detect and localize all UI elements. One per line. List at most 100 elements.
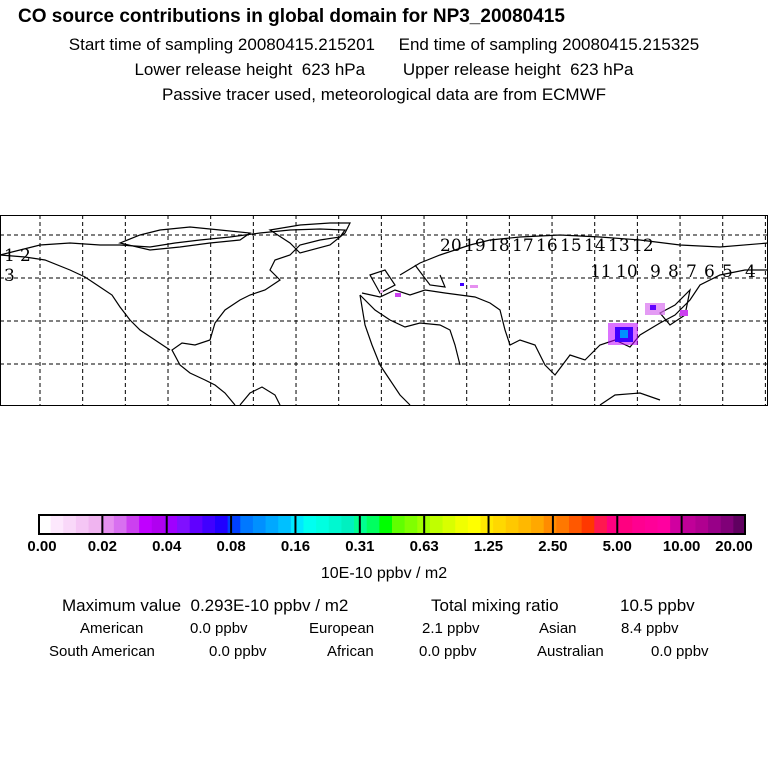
colorbar-swatch <box>619 514 633 535</box>
colorbar-swatch <box>63 514 77 535</box>
colorbar-tick-label: 0.02 <box>87 538 117 555</box>
sampling-times: Start time of sampling 20080415.215201 E… <box>0 35 768 55</box>
region-value: 2.1 ppbv <box>422 620 480 637</box>
colorbar-swatch <box>328 514 343 535</box>
trajectory-label: 14 <box>584 236 606 256</box>
colorbar-tick-label: 5.00 <box>602 538 632 555</box>
colorbar-swatch <box>480 514 494 535</box>
colorbar-swatch <box>581 514 595 535</box>
start-label: Start time of sampling <box>68 35 234 54</box>
colorbar-swatch <box>215 514 229 535</box>
max-label: Maximum value <box>62 596 182 615</box>
max-value: 0.293E-10 ppbv / m2 <box>190 596 349 615</box>
colorbar-swatch <box>316 514 330 535</box>
trajectory-label: 2 <box>20 246 31 266</box>
lower-label: Lower release height <box>134 60 293 79</box>
region-value: 0.0 ppbv <box>190 620 248 637</box>
colorbar-swatch <box>594 514 608 535</box>
trajectory-label: 16 <box>536 236 558 256</box>
colorbar-swatch <box>505 514 520 535</box>
colorbar-swatch <box>531 514 545 535</box>
colorbar-swatch <box>164 514 178 535</box>
colorbar-tick-label: 10.00 <box>662 538 701 555</box>
colorbar-swatch <box>177 514 191 535</box>
colorbar-swatch <box>632 514 646 535</box>
colorbar-swatch <box>265 514 279 535</box>
colorbar-swatch <box>126 514 140 535</box>
colorbar-swatch <box>189 514 203 535</box>
colorbar-frame <box>38 514 746 535</box>
trajectory-label: 10 <box>616 262 638 282</box>
colorbar-swatch <box>139 514 153 535</box>
colorbar-swatch <box>455 514 469 535</box>
total-label: Total mixing ratio <box>431 596 559 615</box>
colorbar-tick-label: 1.25 <box>473 538 504 555</box>
trajectory-label: 5 <box>722 262 733 282</box>
plot-title: CO source contributions in global domain… <box>18 6 565 27</box>
colorbar-tick-label: 0.00 <box>27 538 57 555</box>
colorbar-tick-label: 20.00 <box>715 538 753 555</box>
upper-value: 623 hPa <box>570 60 634 79</box>
colorbar-swatch <box>341 514 355 535</box>
colorbar-swatch <box>670 514 684 535</box>
colorbar-tick-label: 2.50 <box>538 538 568 555</box>
colorbar-unit: 10E-10 ppbv / m2 <box>320 565 448 582</box>
coastlines <box>0 222 768 406</box>
trajectory-label: 7 <box>686 262 697 282</box>
map-frame <box>0 215 768 406</box>
trajectory-label: 1 <box>4 246 15 266</box>
total-value: 10.5 ppbv <box>620 596 695 615</box>
start-value: 20080415.215201 <box>237 35 376 54</box>
colorbar-swatch <box>252 514 267 535</box>
colorbar-swatch <box>202 514 216 535</box>
region-name: Australian <box>537 643 604 660</box>
region-value: 0.0 ppbv <box>419 643 477 660</box>
colorbar-swatch <box>429 514 444 535</box>
region-value: 8.4 ppbv <box>621 620 679 637</box>
colorbar-swatch <box>278 514 292 535</box>
region-value: 0.0 ppbv <box>651 643 709 660</box>
region-name: Asian <box>539 620 577 637</box>
colorbar-swatch <box>518 514 532 535</box>
co-contribution-field <box>380 283 688 345</box>
upper-label: Upper release height <box>402 60 561 79</box>
trajectory-label: 20 <box>440 236 462 256</box>
trajectory-label: 12 <box>632 236 654 256</box>
lower-value: 623 hPa <box>301 60 366 79</box>
colorbar-swatch <box>88 514 102 535</box>
colorbar-swatch <box>38 514 52 535</box>
region-value: 0.0 ppbv <box>209 643 267 660</box>
trajectory-label: 8 <box>668 262 679 282</box>
trajectory-label: 6 <box>704 262 715 282</box>
region-name: European <box>309 620 375 637</box>
colorbar-swatch <box>708 514 722 535</box>
end-value: 20080415.215325 <box>562 35 700 54</box>
trajectory-label: 17 <box>512 236 534 256</box>
colorbar-swatch <box>392 514 406 535</box>
colorbar <box>38 514 746 535</box>
trajectory-label: 18 <box>488 236 510 256</box>
colorbar-swatch <box>379 514 393 535</box>
trajectory-label: 9 <box>650 262 661 282</box>
colorbar-swatch <box>657 514 671 535</box>
colorbar-swatch <box>733 514 746 535</box>
release-heights: Lower release height 623 hPa Upper relea… <box>0 60 768 80</box>
colorbar-swatch <box>404 514 418 535</box>
colorbar-swatch <box>75 514 90 535</box>
colorbar-tick-label: 0.63 <box>409 538 439 555</box>
colorbar-swatch <box>569 514 583 535</box>
trajectory-label: 15 <box>560 236 582 256</box>
colorbar-swatch <box>50 514 64 535</box>
region-name: African <box>327 643 374 660</box>
colorbar-tick-label: 0.31 <box>345 538 375 555</box>
trajectory-label: 11 <box>590 262 612 282</box>
colorbar-swatch <box>467 514 482 535</box>
colorbar-swatch <box>644 514 659 535</box>
colorbar-swatch <box>556 514 570 535</box>
max-value-stat: Maximum value 0.293E-10 ppbv / m2 <box>62 596 348 616</box>
colorbar-swatch <box>227 514 241 535</box>
region-name: South American <box>49 643 155 660</box>
trajectory-label: 13 <box>608 236 630 256</box>
colorbar-swatch <box>303 514 317 535</box>
